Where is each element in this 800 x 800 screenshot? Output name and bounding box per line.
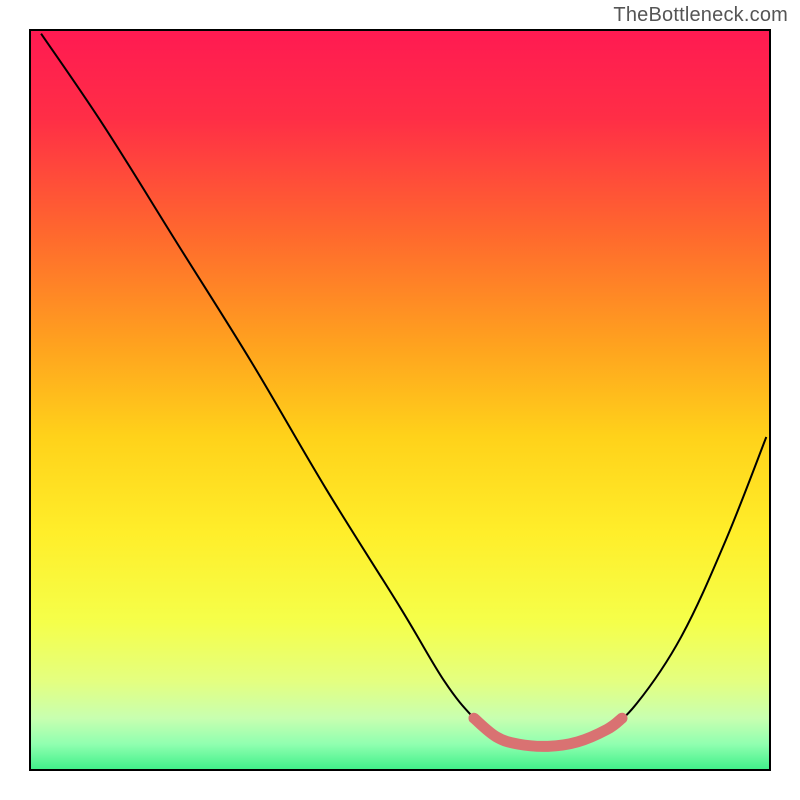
watermark-label: TheBottleneck.com <box>613 4 788 27</box>
chart-frame: TheBottleneck.com <box>0 0 800 800</box>
bottleneck-chart <box>0 0 800 800</box>
chart-plot-bg <box>30 30 770 770</box>
